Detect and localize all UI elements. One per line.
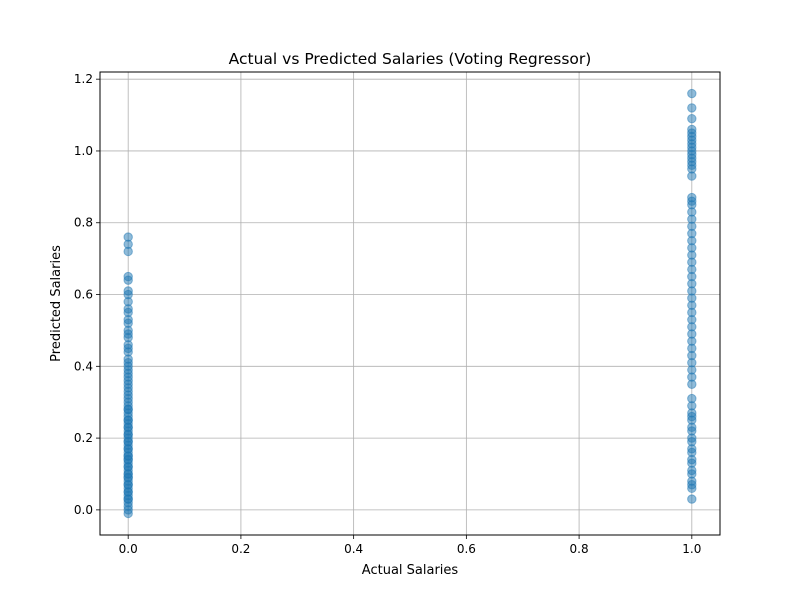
plot-frame xyxy=(99,71,721,536)
y-axis-title: Predicted Salaries xyxy=(49,245,64,362)
x-tick-label: 1.0 xyxy=(682,542,701,556)
scatter-point xyxy=(687,494,697,504)
grid-lines xyxy=(100,72,720,535)
scatter-point xyxy=(687,192,697,203)
x-tick-label: 0.8 xyxy=(570,542,589,556)
x-tick-label: 0.2 xyxy=(231,542,250,556)
scatter-point xyxy=(123,232,133,242)
x-axis-title: Actual Salaries xyxy=(362,563,459,578)
data-points xyxy=(123,88,697,519)
y-tick-label: 0.4 xyxy=(74,359,93,373)
scatter-point xyxy=(123,271,133,282)
scatter-point xyxy=(687,124,697,135)
chart-title: Actual vs Predicted Salaries (Voting Reg… xyxy=(229,50,592,68)
y-tick-label: 1.2 xyxy=(74,72,93,86)
y-tick-label: 0.6 xyxy=(74,288,93,302)
y-axis-ticks: 0.0 0.2 0.4 0.6 0.8 1.0 1.2 xyxy=(74,72,100,517)
y-tick-label: 0.0 xyxy=(74,503,93,517)
x-tick-label: 0.0 xyxy=(119,542,138,556)
x-tick-label: 0.4 xyxy=(344,542,363,556)
scatter-point xyxy=(687,103,697,113)
scatter-point xyxy=(123,286,133,296)
scatter-point xyxy=(687,88,697,99)
y-tick-label: 0.2 xyxy=(74,431,93,445)
y-tick-label: 0.8 xyxy=(74,216,93,230)
scatter-point xyxy=(687,113,697,124)
x-axis-ticks: 0.0 0.2 0.4 0.6 0.8 1.0 xyxy=(119,535,701,556)
y-tick-label: 1.0 xyxy=(74,144,93,158)
x-tick-label: 0.6 xyxy=(457,542,476,556)
scatter-point xyxy=(687,393,697,404)
